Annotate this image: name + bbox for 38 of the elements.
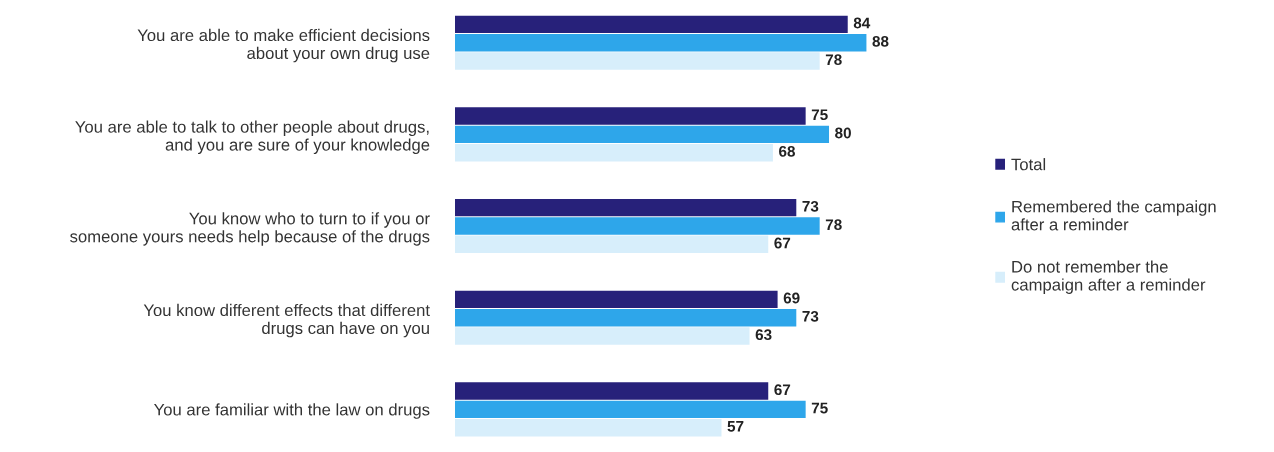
data-label: 67 [774, 384, 791, 396]
data-label: 84 [853, 17, 871, 29]
data-label: 78 [825, 54, 842, 66]
y-tick-label: You are familiar with the law on drugs [153, 403, 430, 419]
y-tick-label: You are able to talk to other people about drugs, and you are sure of your knowledge [75, 120, 430, 155]
legend-label: Do not remember the campaign after a reminder [1011, 260, 1206, 294]
y-tick-label: You know who to turn to if you or someone yours needs help because of the drugs [70, 212, 430, 246]
data-label: 57 [727, 421, 744, 432]
bar [455, 33, 867, 52]
bar [455, 217, 820, 235]
data-label: 78 [825, 219, 842, 231]
y-tick-label: You are able to make efficient decisions about your own drug use [137, 28, 430, 63]
data-label: 88 [872, 35, 889, 47]
y-tick-label: You know different effects that different drugs can have on you [143, 303, 430, 338]
data-label: 67 [774, 237, 791, 249]
bar [455, 15, 848, 34]
legend-label: Remembered the campaign after a reminder [1011, 200, 1216, 231]
bar [455, 125, 830, 144]
bar [455, 107, 806, 125]
data-label: 80 [835, 127, 851, 139]
data-label: 63 [755, 329, 772, 341]
data-label: 69 [783, 292, 800, 304]
data-label: 75 [811, 402, 828, 414]
bar [455, 308, 797, 327]
bar [455, 290, 778, 309]
bar [455, 143, 773, 162]
data-label: 73 [802, 200, 819, 212]
data-label: 68 [779, 145, 795, 157]
bar [455, 198, 797, 217]
data-label: 73 [802, 310, 819, 322]
bar [455, 382, 769, 400]
legend-label: Total [1011, 158, 1046, 171]
bar [455, 52, 820, 70]
data-label: 75 [811, 109, 828, 121]
bar [455, 327, 750, 345]
bar [455, 418, 722, 437]
bar [455, 400, 806, 419]
bar [455, 235, 769, 254]
